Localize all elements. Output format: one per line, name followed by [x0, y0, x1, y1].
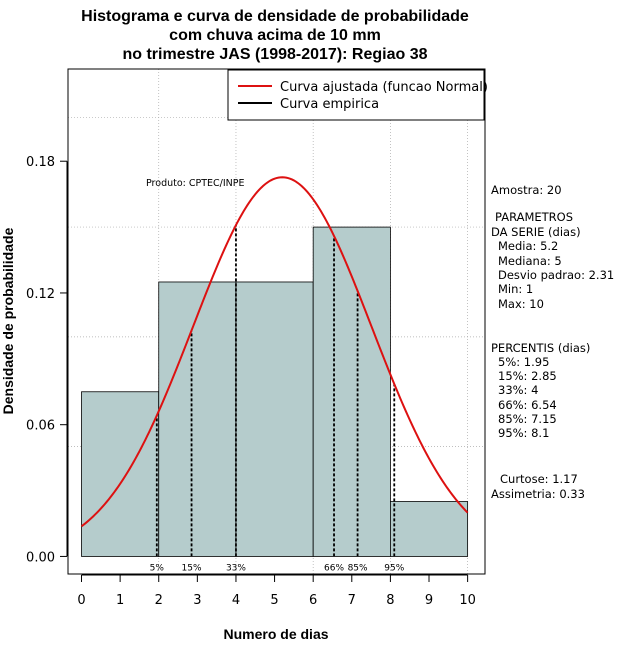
- percentile-label: 33%: [226, 563, 246, 573]
- stat-desvio: Desvio padrao: 2.31: [498, 268, 614, 282]
- histogram-bar: [81, 391, 160, 557]
- percentile-label: 15%: [182, 563, 202, 573]
- stat-p95: 95%: 8.1: [498, 426, 549, 440]
- histogram-bar: [390, 501, 469, 557]
- stat-param-header-1: PARAMETROS: [495, 210, 573, 224]
- percentile-labels: 5% 15% 33% 66% 85% 95%: [150, 563, 405, 573]
- percentile-label: 66%: [324, 563, 344, 573]
- x-tick-label: 2: [155, 593, 163, 608]
- stat-p66: 66%: 6.54: [498, 398, 557, 412]
- legend: Curva ajustada (funcao Normal) Curva emp…: [227, 69, 488, 121]
- x-tick-label: 3: [193, 593, 201, 608]
- stat-curtose: Curtose: 1.17: [500, 472, 578, 486]
- x-axis-label: Numero de dias: [223, 626, 328, 642]
- chart-title: Histograma e curva de densidade de proba…: [81, 8, 469, 63]
- x-tick-label: 7: [348, 593, 356, 608]
- title-line-1: Histograma e curva de densidade de proba…: [81, 8, 469, 25]
- stat-p85: 85%: 7.15: [498, 412, 557, 426]
- stat-p5: 5%: 1.95: [498, 355, 549, 369]
- stat-assimetria: Assimetria: 0.33: [491, 487, 585, 501]
- y-tick-label: 0.00: [26, 550, 55, 565]
- x-tick-label: 8: [386, 593, 394, 608]
- stat-param-header-2: DA SERIE (dias): [491, 225, 581, 239]
- legend-empirical-label: Curva empirica: [280, 97, 379, 112]
- series-statistics: Amostra: 20 PARAMETROS DA SERIE (dias) M…: [491, 183, 614, 501]
- plot-frame: [67, 68, 486, 575]
- percentile-label: 85%: [348, 563, 368, 573]
- stat-mediana: Mediana: 5: [498, 254, 562, 268]
- percentile-lines: [155, 225, 396, 557]
- product-credit: Produto: CPTEC/INPE: [146, 178, 245, 189]
- y-axis: 0.00 0.06 0.12 0.18: [26, 155, 68, 565]
- histogram-bar: [235, 281, 314, 557]
- stat-perc-header: PERCENTIS (dias): [491, 341, 590, 355]
- histogram-bars: [81, 226, 469, 557]
- histogram-bar: [312, 226, 391, 557]
- legend-box: [227, 69, 485, 121]
- title-line-2: com chuva acima de 10 mm: [169, 27, 381, 44]
- x-tick-label: 5: [270, 593, 278, 608]
- x-tick-label: 1: [116, 593, 124, 608]
- x-tick-label: 0: [77, 593, 85, 608]
- stat-media: Media: 5.2: [498, 239, 558, 253]
- y-tick-label: 0.12: [26, 287, 55, 302]
- x-axis: 0 1 2 3 4 5 6 7 8 9 10: [77, 574, 476, 608]
- x-tick-label: 4: [232, 593, 240, 608]
- x-tick-label: 6: [309, 593, 317, 608]
- stat-min: Min: 1: [498, 282, 533, 296]
- title-line-3: no trimestre JAS (1998-2017): Regiao 38: [122, 46, 427, 63]
- legend-fitted-label: Curva ajustada (funcao Normal): [280, 80, 488, 95]
- x-tick-label: 10: [459, 593, 476, 608]
- percentile-label: 95%: [384, 563, 404, 573]
- y-tick-label: 0.18: [26, 155, 55, 170]
- y-tick-label: 0.06: [26, 419, 55, 434]
- stat-max: Max: 10: [498, 297, 544, 311]
- histogram-bar: [158, 281, 237, 557]
- percentile-label: 5%: [150, 563, 165, 573]
- x-tick-label: 9: [425, 593, 433, 608]
- stat-amostra: Amostra: 20: [491, 183, 562, 197]
- y-axis-label: Densidade de probabilidade: [0, 227, 16, 414]
- stat-p15: 15%: 2.85: [498, 369, 557, 383]
- stat-p33: 33%: 4: [498, 383, 538, 397]
- fitted-normal-curve: [80, 176, 469, 528]
